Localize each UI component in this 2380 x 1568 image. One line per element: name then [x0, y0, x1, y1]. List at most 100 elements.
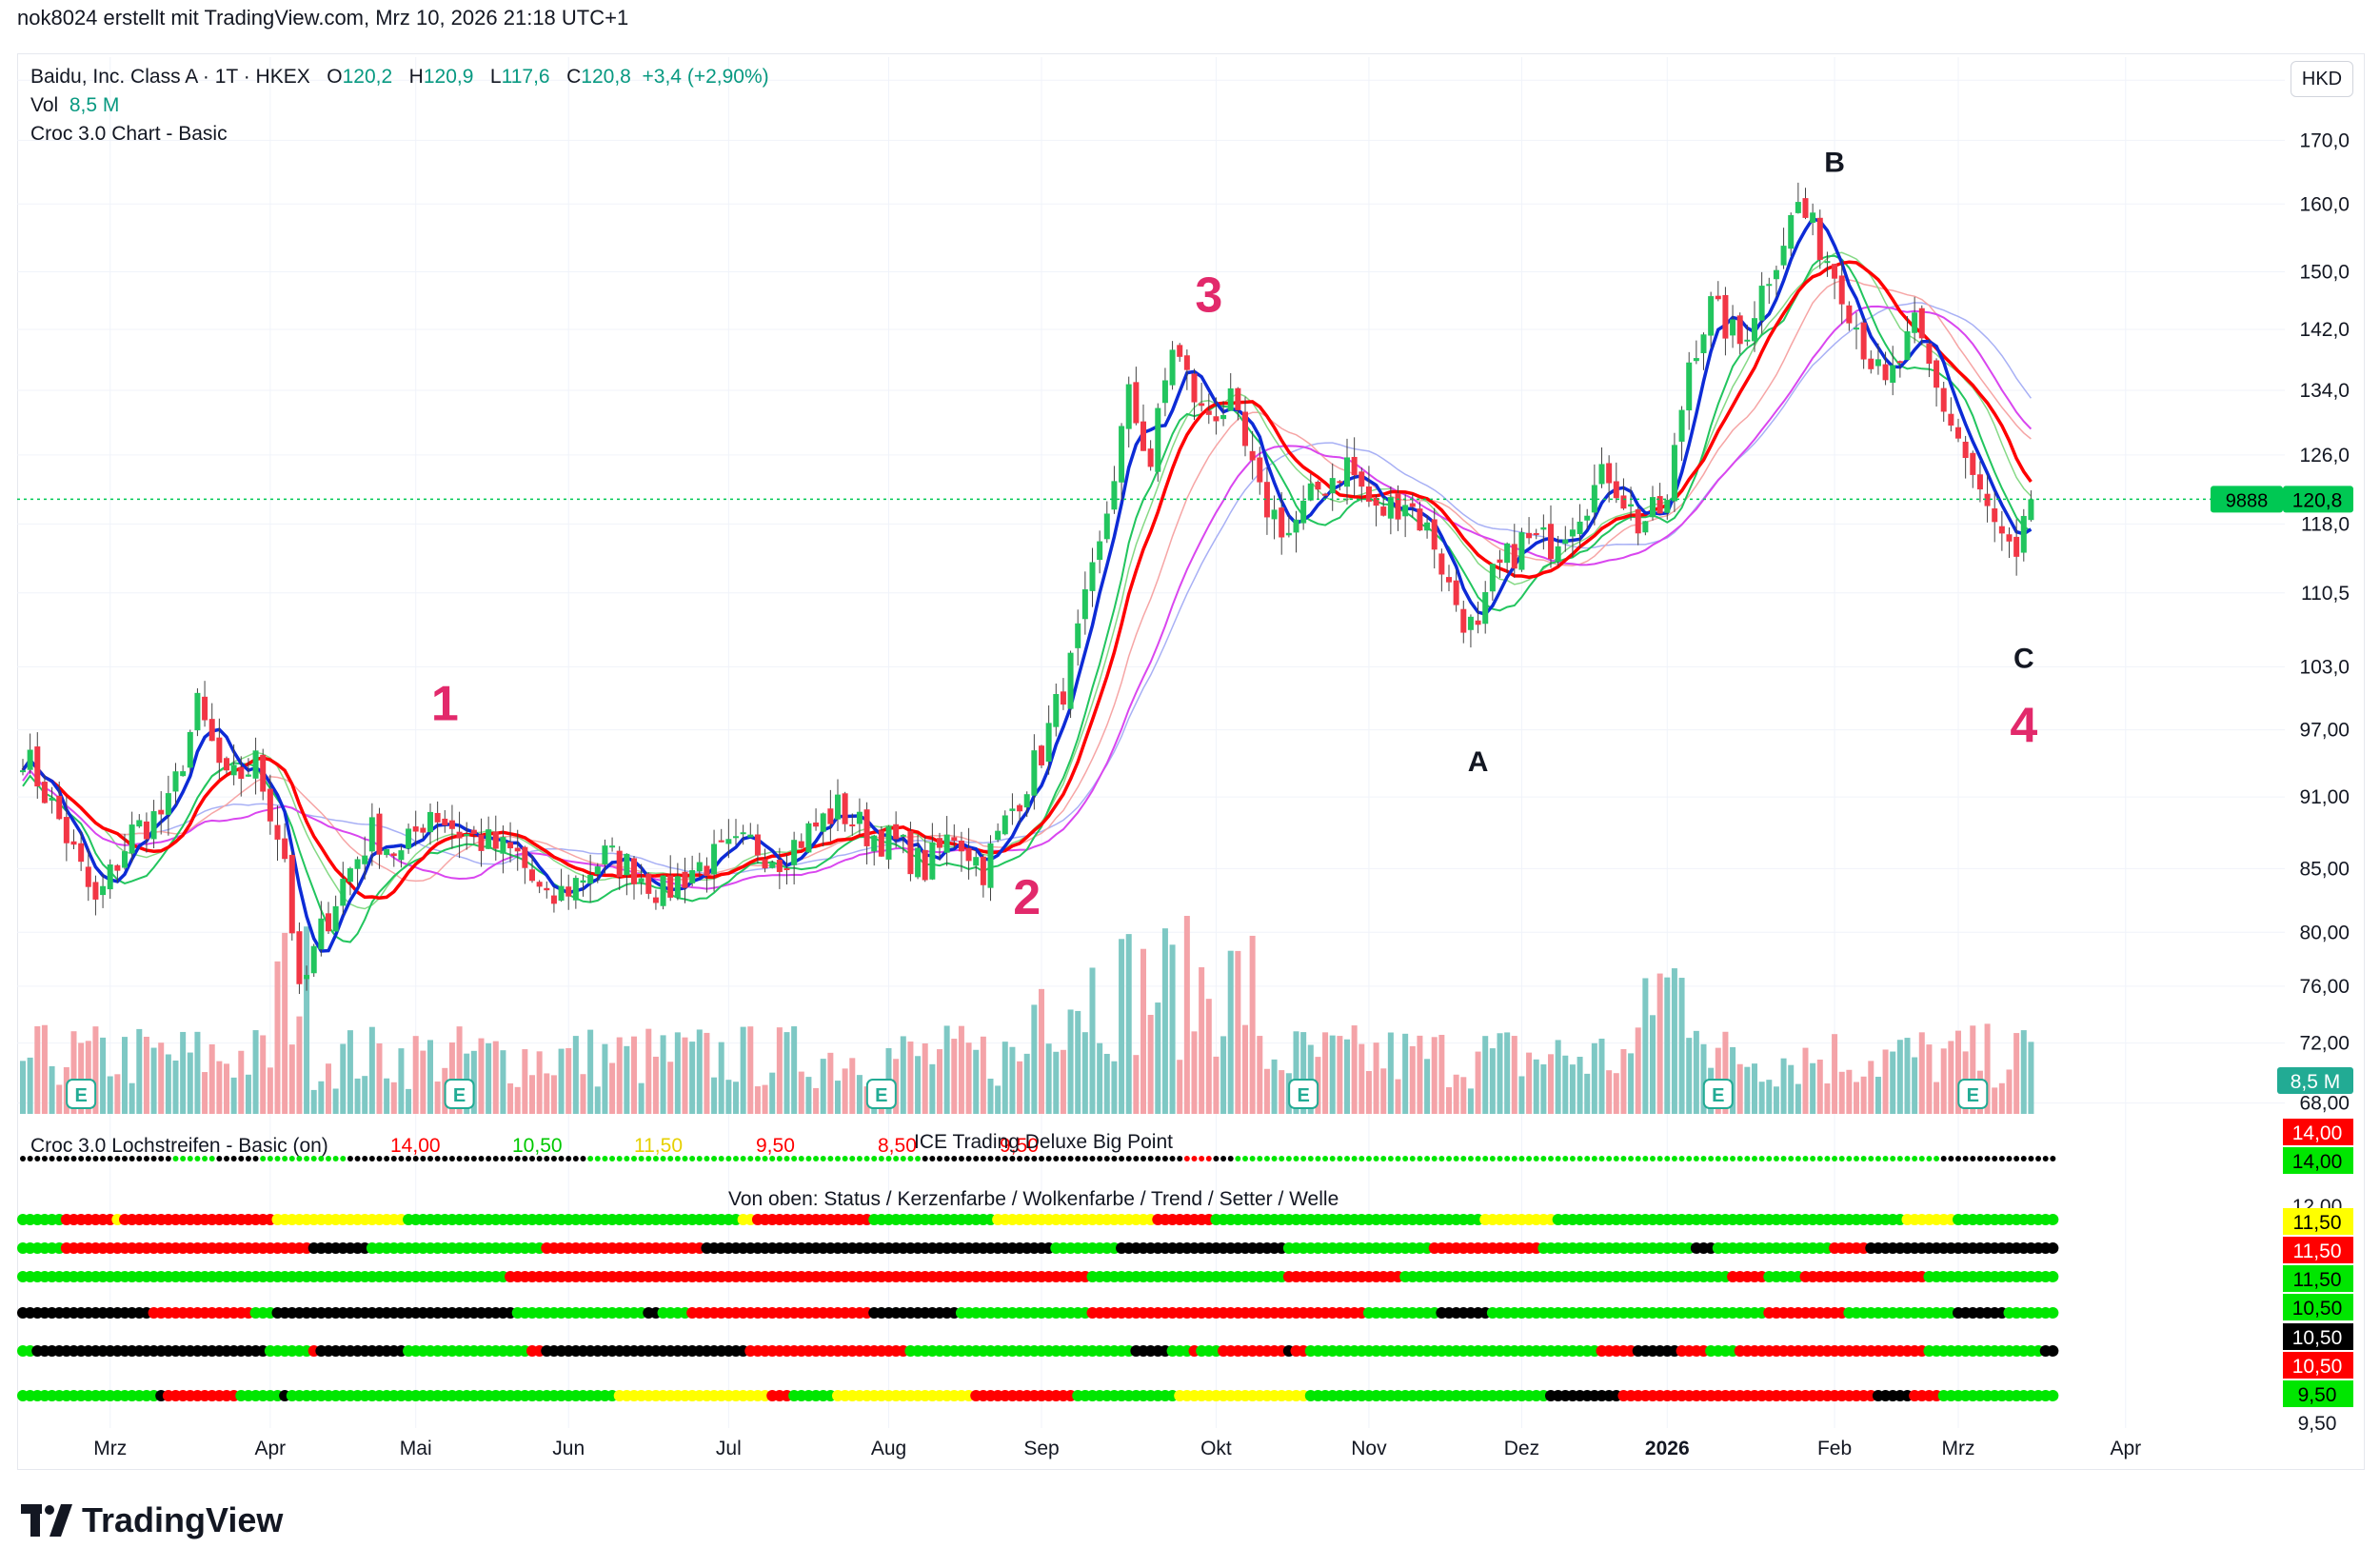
- signal-dot: [1467, 1156, 1474, 1161]
- signal-dot: [1998, 1156, 2005, 1161]
- volume-bar: [136, 1028, 143, 1114]
- volume-bar: [1279, 1070, 1285, 1114]
- candle-body: [1824, 261, 1831, 264]
- signal-dot: [376, 1156, 383, 1161]
- signal-dot: [550, 1156, 557, 1161]
- volume-bar: [310, 1089, 317, 1114]
- signal-dot: [1904, 1156, 1911, 1161]
- candle-body: [813, 822, 820, 827]
- candle-body: [136, 820, 143, 827]
- signal-dot: [1511, 1156, 1517, 1161]
- signal-dot: [1598, 1156, 1605, 1161]
- signal-dot: [318, 1156, 325, 1161]
- cloud-color-row: [17, 1271, 2059, 1282]
- candle-body: [1650, 497, 1656, 518]
- volume-bar: [1540, 1063, 1547, 1114]
- wave-label-1: 1: [431, 676, 459, 731]
- volume-bar: [1191, 1031, 1198, 1114]
- volume-bar: [536, 1051, 543, 1114]
- volume-bar: [362, 1076, 368, 1114]
- signal-dot: [216, 1156, 223, 1161]
- candle-body: [368, 817, 375, 852]
- volume-bar: [85, 1041, 91, 1114]
- earnings-marker-box: [66, 1079, 97, 1109]
- volume-bar: [1067, 1009, 1074, 1114]
- candle-body: [1409, 503, 1416, 507]
- signal-dot: [1824, 1156, 1831, 1161]
- indicator-value-tag-bg: [2283, 1147, 2353, 1174]
- volume-bar: [1854, 1082, 1859, 1114]
- signal-dot: [1387, 1156, 1394, 1161]
- candle-body: [1133, 382, 1140, 424]
- candle-body: [1017, 804, 1023, 812]
- signal-dot: [827, 1156, 834, 1161]
- volume-bar: [143, 1036, 149, 1114]
- x-tick-label: Okt: [1200, 1438, 1232, 1459]
- candle-body: [1257, 457, 1263, 483]
- signal-dot: [1337, 1156, 1343, 1161]
- signal-dot: [1460, 1156, 1467, 1161]
- signal-dot: [92, 1156, 99, 1161]
- signal-dot: [1882, 1156, 1889, 1161]
- signal-dot: [70, 1156, 77, 1161]
- signal-dot: [529, 1156, 535, 1161]
- signal-dot: [1002, 1156, 1008, 1161]
- volume-bar: [565, 1047, 572, 1114]
- symbol-name[interactable]: Baidu, Inc. Class A · 1T · HKEX: [30, 66, 310, 88]
- signal-dot: [1249, 1156, 1256, 1161]
- signal-dot: [1177, 1156, 1183, 1161]
- volume-bar: [1736, 1063, 1743, 1114]
- signal-dot: [129, 1156, 135, 1161]
- earnings-marker-box: [1702, 1079, 1734, 1109]
- wave-label-b: B: [1824, 147, 1845, 178]
- volume-bar: [813, 1087, 820, 1114]
- signal-dot: [1438, 1156, 1445, 1161]
- chart-panel[interactable]: [17, 53, 2365, 1470]
- candle-body: [252, 750, 259, 779]
- signal-dot: [1868, 1156, 1874, 1161]
- signal-dot: [878, 1156, 884, 1161]
- x-tick-label: Aug: [871, 1438, 906, 1459]
- signal-dot: [288, 1156, 295, 1161]
- x-tick-label: Jul: [716, 1438, 742, 1459]
- volume-bar: [1453, 1074, 1459, 1114]
- signal-dot: [1577, 1156, 1583, 1161]
- earnings-marker-box: [444, 1079, 475, 1109]
- signal-dot: [1380, 1156, 1387, 1161]
- candle-body: [230, 764, 237, 776]
- signal-dot: [2047, 1307, 2059, 1319]
- candle-body: [1788, 214, 1795, 249]
- volume-bar: [1322, 1032, 1329, 1114]
- candle-body: [1205, 410, 1212, 415]
- candle-body: [1635, 508, 1641, 534]
- tradingview-logo[interactable]: TradingView: [21, 1500, 283, 1540]
- volume-bar: [937, 1049, 942, 1114]
- candle-body: [704, 865, 710, 876]
- signal-dot: [486, 1156, 492, 1161]
- signal-dot: [1926, 1156, 1933, 1161]
- volume-bar: [1489, 1048, 1496, 1114]
- currency-button[interactable]: HKD: [2291, 61, 2353, 97]
- volume-bar: [1656, 973, 1663, 1114]
- candle-body: [20, 770, 26, 773]
- candle-body: [1846, 305, 1853, 324]
- volume-bar: [20, 1061, 26, 1114]
- candle-body: [1097, 541, 1103, 561]
- signal-dot: [980, 1156, 986, 1161]
- candle-body: [995, 830, 1002, 841]
- volume-bar: [718, 1042, 724, 1114]
- indicator-name[interactable]: Croc 3.0 Chart - Basic: [30, 123, 228, 145]
- candle-body: [85, 866, 91, 887]
- volume-bar: [798, 1071, 804, 1114]
- candle-body: [296, 931, 303, 984]
- candle-body: [1868, 358, 1874, 369]
- signal-dot: [1081, 1156, 1088, 1161]
- signal-dot: [1854, 1156, 1859, 1161]
- candle-body: [718, 840, 724, 843]
- signal-dot: [165, 1156, 171, 1161]
- volume-bar: [318, 1081, 325, 1114]
- signal-dot: [1417, 1156, 1423, 1161]
- volume-label[interactable]: Vol: [30, 94, 59, 116]
- candle-body: [1584, 515, 1591, 521]
